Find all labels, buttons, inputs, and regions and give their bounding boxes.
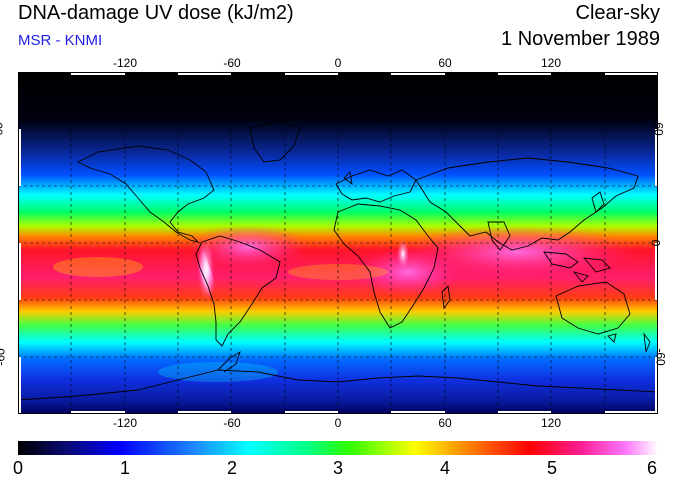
colorbar-tick: 6 [646,458,658,478]
lon-tick-top: -60 [223,56,241,70]
lon-tick-top: 120 [540,56,562,70]
lon-tick-bottom: 120 [540,416,562,430]
date-label: 1 November 1989 [501,28,660,50]
lat-tick-right: -60 [653,348,668,366]
lat-tick-left: -60 [0,348,8,366]
lon-tick-top: -120 [112,56,138,70]
colorbar-tick: 0 [12,458,24,478]
lon-tick-bottom: -120 [112,416,138,430]
colorbar-tick: 3 [332,458,344,478]
uv-dose-map[interactable] [18,72,658,414]
lon-tick-top: 60 [438,56,452,70]
colorbar-tick: 4 [439,458,451,478]
lon-tick-bottom: 0 [334,416,342,430]
colorbar-tick: 1 [119,458,131,478]
lon-tick-bottom: 60 [438,416,452,430]
condition-label: Clear-sky [575,2,660,24]
lat-tick-left: 0 [0,240,2,247]
colorbar-tick: 2 [226,458,238,478]
lon-tick-bottom: -60 [223,416,241,430]
lon-tick-top: 0 [334,56,342,70]
lat-tick-right: 60 [651,122,666,136]
lat-tick-left: 60 [0,122,6,136]
lat-tick-right: 0 [648,239,663,247]
colorbar [18,441,658,455]
colorbar-tick: 5 [546,458,558,478]
source-label: MSR - KNMI [18,32,103,49]
map-title: DNA-damage UV dose (kJ/m2) [18,2,294,24]
